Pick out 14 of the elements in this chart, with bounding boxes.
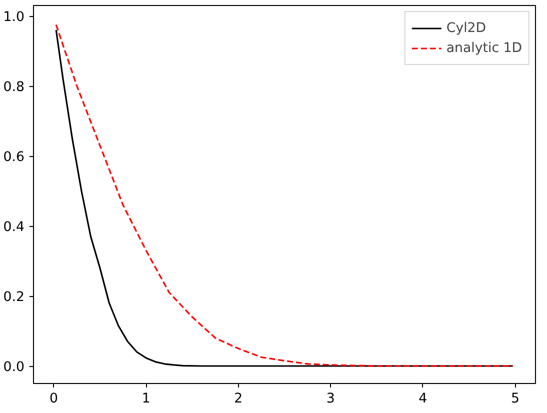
x-tick-label: 3 (326, 392, 335, 406)
y-tick-label: 0.6 (3, 150, 25, 165)
x-tick-label: 4 (418, 392, 428, 406)
y-tick-label: 0.2 (3, 290, 25, 305)
y-tick-label: 0.8 (3, 80, 25, 95)
x-tick-label: 5 (510, 392, 520, 406)
x-tick-label: 2 (234, 392, 243, 406)
legend-label: analytic 1D (446, 40, 522, 56)
x-tick-label: 1 (142, 392, 150, 406)
x-tick-label: 0 (50, 392, 58, 406)
y-tick-label: 1.0 (3, 10, 25, 25)
y-tick-label: 0.4 (3, 220, 25, 235)
y-tick-label: 0.0 (3, 360, 25, 375)
legend-label: Cyl2D (446, 20, 486, 36)
